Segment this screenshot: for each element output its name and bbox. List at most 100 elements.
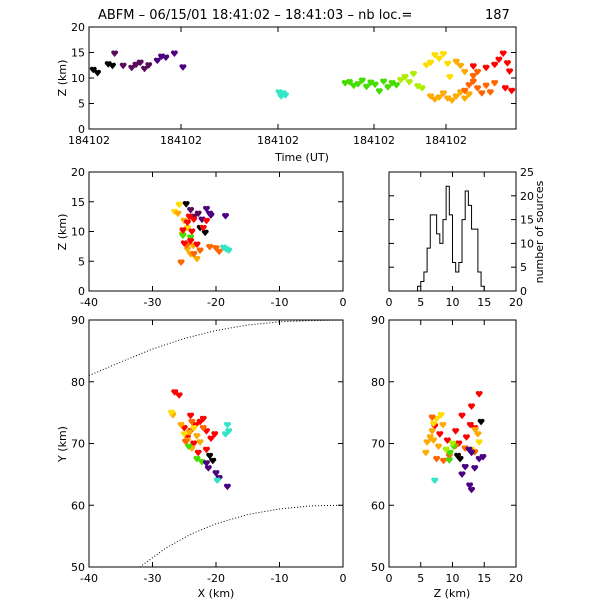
source-point <box>188 418 196 426</box>
source-point <box>458 471 466 478</box>
source-point <box>499 50 507 57</box>
source-point <box>375 88 383 95</box>
source-point <box>445 457 453 464</box>
source-point <box>414 83 422 90</box>
source-point <box>449 440 456 447</box>
source-point <box>199 424 207 432</box>
source-point <box>182 438 189 446</box>
source-point <box>184 219 191 227</box>
source-point <box>193 433 201 440</box>
x-tick-label: 0 <box>340 572 347 585</box>
x-altitude-panel: -40 -30 -20 -10 0 0 5 10 15 20 Z (km) <box>56 166 347 309</box>
altitude-y-points <box>422 391 487 494</box>
source-point <box>190 440 198 447</box>
y-tick-label: 25 <box>520 166 534 179</box>
x-tick-label: 20 <box>509 296 523 309</box>
source-point <box>477 418 485 426</box>
y-tick-label: 10 <box>71 72 85 85</box>
source-point <box>363 83 370 91</box>
xz-z-axis-label: Z (km) <box>56 214 69 251</box>
x-tick-label: 0 <box>386 296 393 309</box>
source-point <box>185 443 193 451</box>
y-tick-label: 20 <box>71 21 85 34</box>
x-tick-label: -10 <box>271 572 289 585</box>
y-tick-label: 5 <box>78 255 85 268</box>
source-point <box>94 69 101 77</box>
source-point <box>474 68 481 76</box>
source-point <box>109 62 116 70</box>
source-point <box>193 455 201 463</box>
source-point <box>469 63 477 70</box>
x-tick-label: 10 <box>446 296 460 309</box>
source-point <box>215 248 223 256</box>
altitude-y-panel: 0 5 10 15 20 50 60 70 80 90 Z (km) <box>371 314 523 600</box>
source-point <box>439 421 447 429</box>
altitude-y-axes: 0 5 10 15 20 50 60 70 80 90 <box>371 314 523 585</box>
source-point <box>491 80 499 87</box>
source-point <box>145 62 153 69</box>
source-point <box>444 60 452 68</box>
histogram-step-line <box>414 185 488 292</box>
range-ring <box>88 319 344 377</box>
source-point <box>180 431 188 438</box>
y-tick-label: 60 <box>371 499 385 512</box>
source-point <box>479 454 487 461</box>
source-point <box>491 61 499 69</box>
source-point <box>431 477 439 485</box>
source-point <box>457 62 464 70</box>
source-point <box>384 84 392 91</box>
source-point <box>423 439 431 446</box>
source-point <box>193 255 201 263</box>
source-point <box>209 457 217 465</box>
source-point <box>179 227 187 234</box>
source-point <box>196 418 204 426</box>
source-point <box>128 64 136 72</box>
source-point <box>466 421 474 429</box>
source-point <box>212 245 220 252</box>
plan-view-points <box>168 389 233 491</box>
x-tick-label: -20 <box>207 572 225 585</box>
source-point <box>469 78 477 86</box>
source-point <box>478 90 486 97</box>
y-tick-label: 15 <box>71 196 85 209</box>
source-point <box>458 412 466 420</box>
y-tick-label: 15 <box>71 47 85 60</box>
x-tick-label: 184102 <box>160 134 202 147</box>
source-point <box>171 50 178 57</box>
y-tick-label: 20 <box>520 190 534 203</box>
source-point <box>465 91 473 98</box>
source-point <box>471 465 479 472</box>
source-point <box>501 85 509 92</box>
source-point <box>213 477 221 485</box>
x-tick-label: 184102 <box>425 134 467 147</box>
x-altitude-points <box>171 201 233 266</box>
time-z-axis-label: Z (km) <box>56 60 69 97</box>
source-point <box>468 403 475 410</box>
x-tick-label: 5 <box>417 572 424 585</box>
y-tick-label: 0 <box>78 123 85 136</box>
y-tick-label: 80 <box>371 376 385 389</box>
x-tick-label: 20 <box>509 572 523 585</box>
y-tick-label: 70 <box>371 438 385 451</box>
source-point <box>495 56 503 64</box>
x-tick-label: 10 <box>446 572 460 585</box>
source-point <box>203 205 210 213</box>
chart-title: ABFM – 06/15/01 18:41:02 – 18:41:03 – nb… <box>98 8 412 23</box>
source-point <box>180 240 188 247</box>
source-point <box>448 97 456 104</box>
source-point <box>187 412 194 420</box>
source-point <box>468 449 475 457</box>
x-tick-label: 184102 <box>257 134 299 147</box>
source-point <box>444 437 451 444</box>
source-point <box>206 243 214 251</box>
source-point <box>430 420 437 428</box>
source-point <box>162 54 170 62</box>
source-point <box>401 73 409 81</box>
histogram-y-label: number of sources <box>533 180 546 283</box>
y-tick-label: 50 <box>371 561 385 574</box>
x-tick-label: -10 <box>271 296 289 309</box>
source-point <box>474 431 482 438</box>
source-point <box>380 78 388 86</box>
plan-view-frame <box>88 319 344 568</box>
